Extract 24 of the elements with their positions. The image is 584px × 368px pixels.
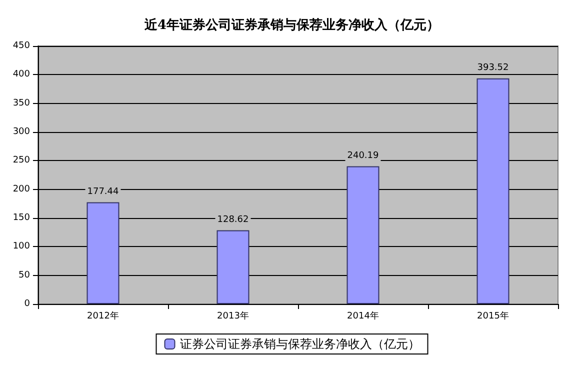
bar [86,202,120,304]
y-tick-label: 200 [12,184,30,194]
bar [476,78,510,304]
x-tick-label: 2013年 [217,310,249,322]
x-tick-label: 2015年 [477,310,509,322]
y-tick-label: 300 [12,127,30,137]
y-tick-label: 50 [18,270,30,280]
y-tick-label: 0 [24,299,30,309]
data-label: 177.44 [87,186,120,197]
y-tick-label: 400 [12,70,30,80]
y-tick-label: 250 [12,156,30,166]
data-label: 128.62 [217,214,249,225]
chart-title: 近4年证券公司证券承销与保荐业务净收入（亿元） [143,17,440,33]
y-tick-label: 350 [12,98,30,108]
legend-label: 证券公司证券承销与保荐业务净收入（亿元） [180,337,420,351]
data-label: 240.19 [347,150,380,161]
x-tick-label: 2014年 [347,310,379,322]
x-tick-label: 2012年 [87,310,119,322]
y-tick-label: 100 [12,242,30,252]
data-label: 393.52 [477,62,509,73]
y-tick-label: 450 [12,41,30,51]
bar [216,230,250,304]
y-tick-label: 150 [12,213,30,223]
bar [346,166,380,304]
